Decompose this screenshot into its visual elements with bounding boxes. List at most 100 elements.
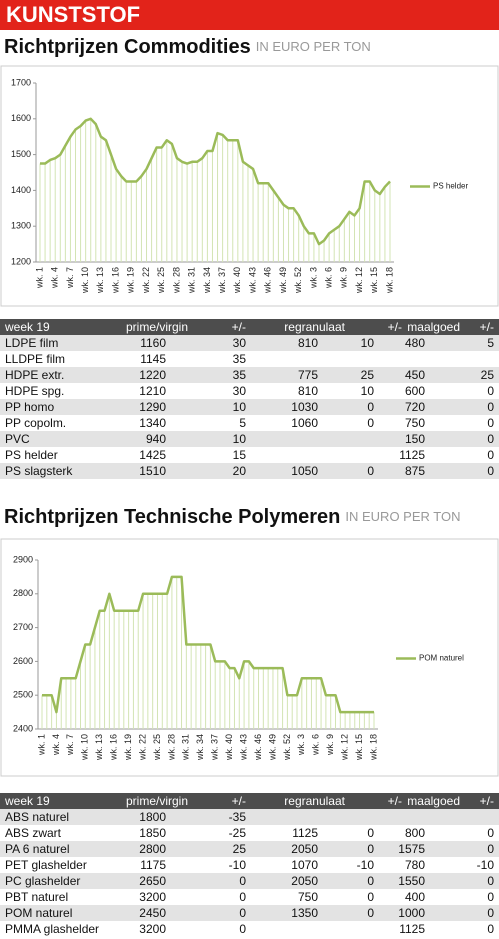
x-tick-label: wk. 4 xyxy=(51,734,61,756)
x-tick-label: wk. 19 xyxy=(123,734,133,761)
table-cell: 1050 xyxy=(291,464,318,478)
table-cell: 1575 xyxy=(398,842,425,856)
column-header: regranulaat xyxy=(284,320,345,334)
heading-unit: IN EURO PER TON xyxy=(256,39,371,54)
x-tick-label: wk. 13 xyxy=(95,267,105,294)
x-tick-label: wk. 28 xyxy=(166,734,176,761)
x-tick-label: wk. 52 xyxy=(293,267,303,294)
x-tick-label: wk. 10 xyxy=(80,734,90,761)
table-cell: 0 xyxy=(367,400,374,414)
table-cell: LLDPE film xyxy=(5,352,65,366)
table-header xyxy=(0,319,499,335)
table-cell: 810 xyxy=(298,384,318,398)
x-tick-label: wk. 10 xyxy=(80,267,90,294)
x-tick-label: wk. 46 xyxy=(263,267,273,294)
table-cell: 810 xyxy=(298,336,318,350)
heading: Richtprijzen Technische Polymeren IN EURO… xyxy=(4,506,461,528)
x-tick-label: wk. 4 xyxy=(50,267,60,289)
table-cell: 1290 xyxy=(139,400,166,414)
x-tick-label: wk. 40 xyxy=(224,734,234,761)
table-header xyxy=(0,793,499,809)
table-cell: 0 xyxy=(487,906,494,920)
heading-title: Richtprijzen Commodities xyxy=(4,36,251,58)
x-tick-label: wk. 7 xyxy=(65,267,75,289)
x-tick-label: wk. 52 xyxy=(282,734,292,761)
table-row xyxy=(0,447,499,463)
x-tick-label: wk. 12 xyxy=(340,734,350,761)
table-cell: ABS naturel xyxy=(5,810,69,824)
table-row xyxy=(0,335,499,351)
table-cell: PP copolm. xyxy=(5,416,66,430)
table-row xyxy=(0,351,499,367)
heading: Richtprijzen Commodities IN EURO PER TON xyxy=(4,36,371,58)
x-tick-label: wk. 13 xyxy=(94,734,104,761)
x-tick-label: wk. 12 xyxy=(354,267,364,294)
table-cell: 600 xyxy=(405,384,425,398)
table-cell: 875 xyxy=(405,464,425,478)
column-header: +/- xyxy=(232,320,246,334)
table-cell: 1160 xyxy=(140,336,166,350)
x-tick-label: wk. 1 xyxy=(34,267,44,289)
table-cell: 10 xyxy=(233,432,247,446)
table-cell: 0 xyxy=(487,826,494,840)
x-tick-label: wk. 18 xyxy=(384,267,394,294)
table-cell: 0 xyxy=(487,842,494,856)
table-cell: 0 xyxy=(487,448,494,462)
table-row xyxy=(0,921,499,937)
x-tick-label: wk. 19 xyxy=(126,267,136,294)
column-header: maalgoed xyxy=(407,794,460,808)
table-cell: 1350 xyxy=(291,906,318,920)
y-tick-label: 2600 xyxy=(13,656,33,666)
table-cell: 0 xyxy=(367,874,374,888)
x-tick-label: wk. 49 xyxy=(267,734,277,761)
table-cell: 10 xyxy=(361,336,375,350)
table-cell: 780 xyxy=(405,858,425,872)
x-tick-label: wk. 37 xyxy=(210,734,220,761)
section-label: KUNSTSTOF xyxy=(6,2,140,27)
table-cell: 25 xyxy=(481,368,495,382)
x-tick-label: wk. 43 xyxy=(247,267,257,294)
table-cell: 25 xyxy=(233,842,247,856)
x-tick-label: wk. 9 xyxy=(339,267,349,289)
y-tick-label: 1500 xyxy=(11,149,31,159)
table-row xyxy=(0,431,499,447)
y-tick-label: 2800 xyxy=(13,588,33,598)
table-cell: ABS zwart xyxy=(5,826,62,840)
table-cell: 1550 xyxy=(398,874,425,888)
column-header: maalgoed xyxy=(407,320,460,334)
x-tick-label: wk. 34 xyxy=(195,734,205,761)
table-cell: 2050 xyxy=(291,842,318,856)
table-cell: 1220 xyxy=(139,368,166,382)
table-row xyxy=(0,905,499,921)
heading-unit: IN EURO PER TON xyxy=(345,509,460,524)
table-cell: 10 xyxy=(361,384,375,398)
table-cell: 1030 xyxy=(291,400,318,414)
x-tick-label: wk. 9 xyxy=(325,734,335,756)
x-tick-label: wk. 34 xyxy=(202,267,212,294)
column-header: prime/virgin xyxy=(126,794,188,808)
table-cell: 20 xyxy=(233,464,247,478)
table-cell: 3200 xyxy=(139,890,166,904)
table-cell: 0 xyxy=(487,384,494,398)
table-cell: POM naturel xyxy=(5,906,72,920)
series-line xyxy=(40,117,391,246)
x-tick-label: wk. 25 xyxy=(156,267,166,294)
table-row xyxy=(0,841,499,857)
table-cell: 1060 xyxy=(291,416,318,430)
table-cell: HDPE spg. xyxy=(5,384,64,398)
column-header: +/- xyxy=(388,320,402,334)
table-cell: 0 xyxy=(367,842,374,856)
column-header: week 19 xyxy=(4,320,50,334)
table-cell: 0 xyxy=(367,890,374,904)
table-cell: 35 xyxy=(233,352,247,366)
table-cell: 0 xyxy=(367,416,374,430)
table-cell: PET glashelder xyxy=(5,858,87,872)
table-cell: 800 xyxy=(405,826,425,840)
x-tick-label: wk. 22 xyxy=(137,734,147,761)
y-tick-label: 2700 xyxy=(13,622,33,632)
table-row xyxy=(0,367,499,383)
column-header: prime/virgin xyxy=(126,320,188,334)
table-cell: 0 xyxy=(487,890,494,904)
x-tick-label: wk. 15 xyxy=(354,734,364,761)
table-cell: HDPE extr. xyxy=(5,368,64,382)
